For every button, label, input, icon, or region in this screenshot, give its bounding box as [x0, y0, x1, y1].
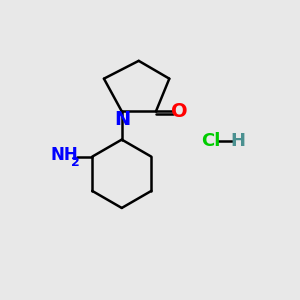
Text: O: O — [171, 102, 188, 121]
Text: Cl: Cl — [201, 132, 220, 150]
Text: N: N — [114, 110, 130, 129]
Text: H: H — [230, 132, 245, 150]
Text: 2: 2 — [71, 156, 80, 169]
Text: NH: NH — [50, 146, 78, 164]
